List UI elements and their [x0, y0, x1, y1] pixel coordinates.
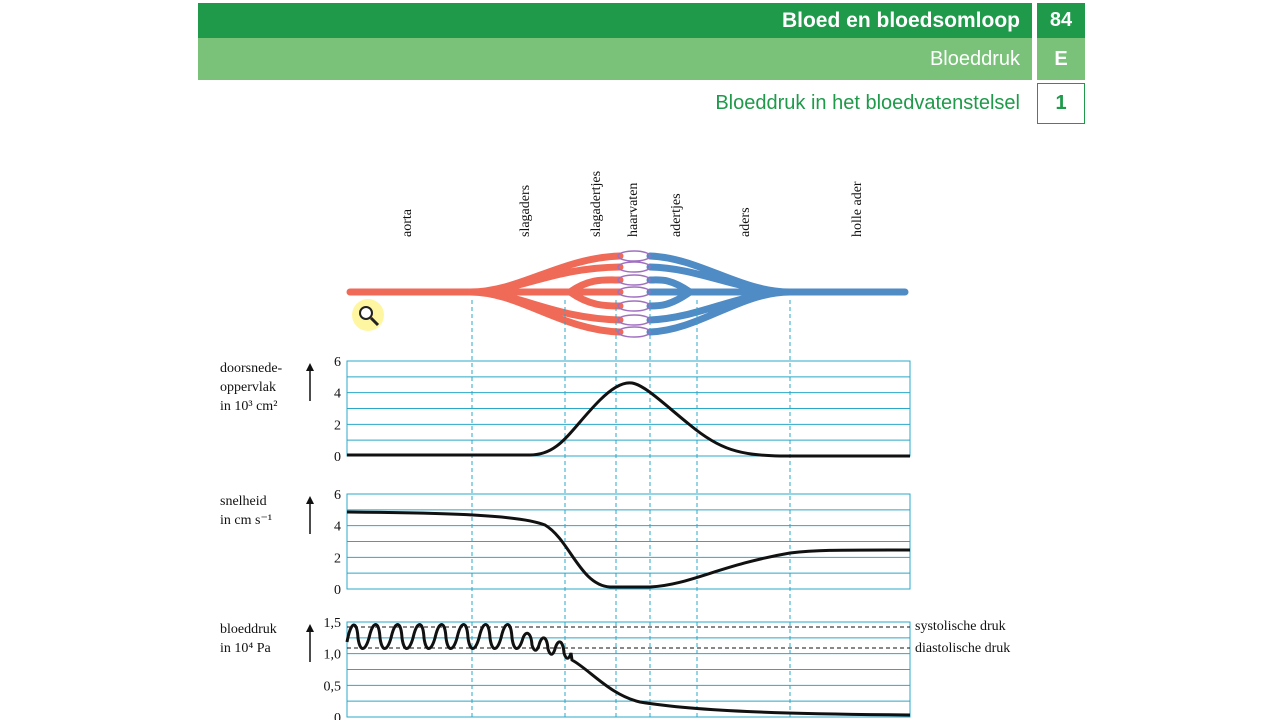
curves: [345, 381, 911, 717]
subsection-title: Bloeddruk in het bloedvatenstelsel: [715, 92, 1020, 114]
arteries: [346, 252, 624, 336]
y-tick-label: 1,0: [324, 648, 342, 663]
vessel-label: aorta: [400, 208, 415, 237]
axis-label: snelheid: [220, 494, 267, 509]
axis-label: in 10³ cm²: [220, 399, 277, 414]
vessel-diagram: [346, 250, 909, 338]
axis-label: in 10⁴ Pa: [220, 641, 272, 656]
section-title: Bloeddruk: [198, 38, 1032, 80]
speed-curve: [346, 510, 911, 589]
y-tick-label: 0: [334, 711, 341, 720]
arrow-head: [306, 624, 314, 632]
vessel-label: aders: [738, 207, 753, 237]
pressure-limits: [347, 626, 910, 649]
y-tick-label: 2: [334, 551, 341, 566]
chapter-title: Bloed en bloedsomloop: [198, 3, 1032, 38]
area-curve: [347, 381, 910, 458]
veins: [646, 252, 909, 336]
axis-label: bloeddruk: [220, 622, 277, 637]
y-tick-label: 0,5: [324, 679, 342, 694]
y-tick-label: 4: [334, 520, 341, 535]
y-tick-label: 1,5: [324, 616, 342, 631]
y-tick-label: 6: [334, 355, 341, 370]
vessel-label: holle ader: [850, 181, 865, 237]
y-tick-label: 6: [334, 488, 341, 503]
y-tick-label: 4: [334, 387, 341, 402]
chapter-number: 84: [1037, 3, 1085, 38]
magnifier: [352, 299, 384, 331]
axis-label: in cm s⁻¹: [220, 513, 272, 528]
subsection-number: 1: [1037, 83, 1085, 124]
pressure-curve: [345, 623, 911, 717]
axis-label: doorsnede-: [220, 361, 283, 376]
panels: 0 2 4 6 doorsnede-oppervlak in 10³ cm² 0 2 4 6 sne…: [220, 355, 911, 720]
section-letter: E: [1037, 38, 1085, 80]
axis-label: oppervlak: [220, 380, 276, 395]
y-tick-label: 0: [334, 450, 341, 465]
annotation: systolische druk: [915, 619, 1006, 634]
vessel-label: slagadertjes: [589, 171, 604, 237]
y-tick-label: 0: [334, 583, 341, 598]
arrow-head: [306, 496, 314, 504]
vessel-label: slagaders: [518, 185, 533, 237]
arrow-head: [306, 363, 314, 371]
y-tick-label: 2: [334, 418, 341, 433]
vessel-label: adertjes: [669, 193, 684, 237]
annotation: diastolische druk: [915, 641, 1010, 656]
vessel-label: haarvaten: [626, 183, 641, 237]
